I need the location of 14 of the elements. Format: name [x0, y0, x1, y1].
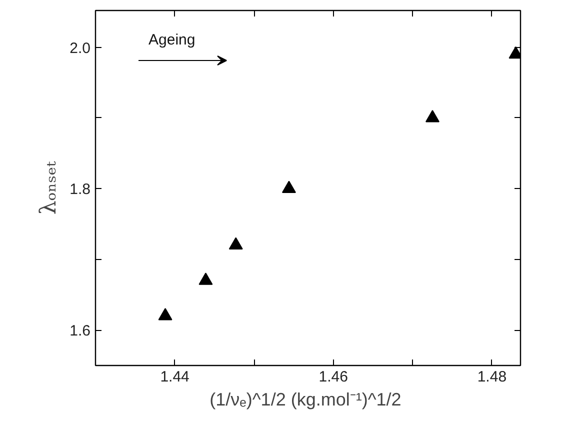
x-tick-label: 1.46 — [318, 368, 348, 386]
point — [158, 308, 172, 320]
point — [425, 110, 440, 122]
point — [228, 237, 243, 250]
x-axis-title: (1/νₑ)^1/2 (kg.mol⁻¹)^1/2 — [210, 390, 402, 410]
point — [282, 180, 296, 193]
x-tick-label: 1.44 — [160, 368, 190, 386]
y-tick-label: 2.0 — [70, 40, 91, 57]
y-tick-label: 1.8 — [70, 181, 91, 198]
y-tick-label: 1.6 — [70, 322, 91, 340]
x-tick-label: 1.48 — [477, 368, 507, 386]
annotation: Ageing — [148, 32, 196, 48]
y-axis-title: λₒₙₛₑₜ — [36, 160, 62, 215]
point — [198, 272, 213, 285]
